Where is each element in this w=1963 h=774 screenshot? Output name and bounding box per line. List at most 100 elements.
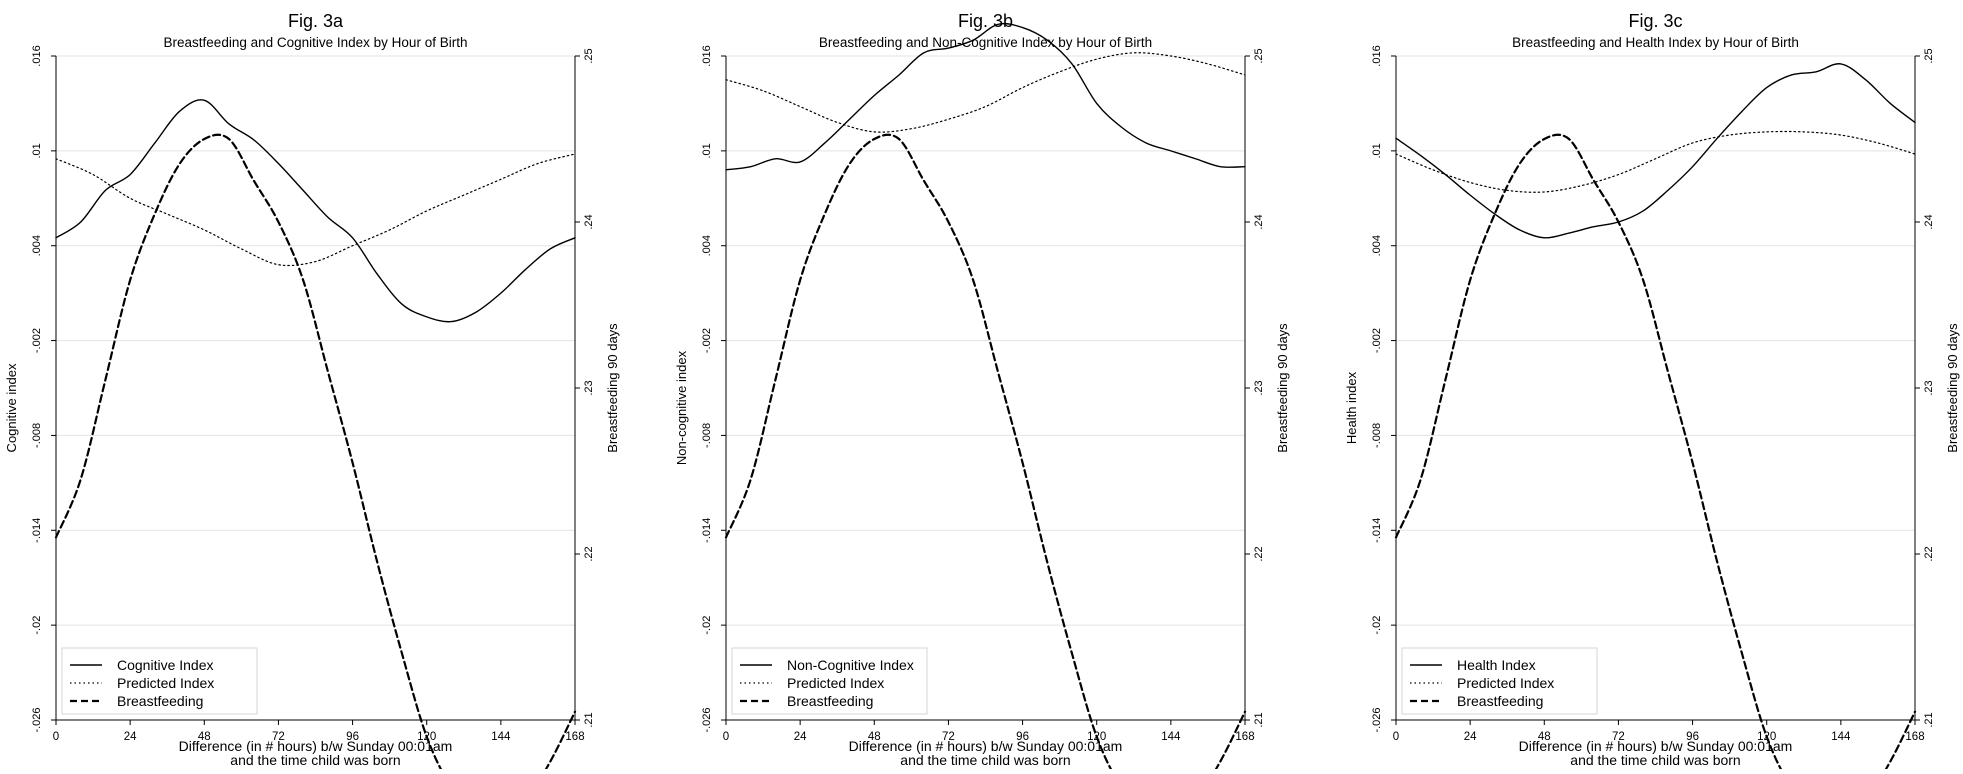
- y-tick-label-left: -.008: [31, 423, 43, 448]
- series-line-dotted: [55, 153, 576, 267]
- legend-label: Non-Cognitive Index: [787, 657, 914, 673]
- legend-label: Predicted Index: [787, 675, 884, 691]
- y-axis-label-left: Non-cognitive index: [674, 350, 689, 465]
- y-tick-label-right: .25: [1923, 48, 1935, 63]
- x-axis-label-line2: and the time child was born: [230, 752, 400, 768]
- x-axis-label-line2: and the time child was born: [1570, 752, 1740, 768]
- y-tick-label-left: .004: [701, 235, 713, 256]
- x-tick-label: 24: [124, 731, 137, 743]
- x-tick-label: 168: [1905, 731, 1924, 743]
- y-tick-label-left: -.026: [31, 707, 43, 732]
- y-tick-label-left: -.002: [1371, 328, 1383, 353]
- y-axis-label-left: Cognitive index: [4, 363, 19, 452]
- x-tick-label: 24: [1464, 731, 1477, 743]
- y-tick-label-left: .01: [701, 143, 713, 158]
- x-tick-label: 0: [1393, 731, 1399, 743]
- y-tick-label-right: .23: [583, 380, 595, 395]
- x-tick-label: 72: [942, 731, 955, 743]
- legend-label: Breastfeeding: [1457, 693, 1543, 709]
- x-tick-label: 96: [1016, 731, 1029, 743]
- series-line-dashed: [1394, 133, 1917, 774]
- y-tick-label-left: -.026: [701, 707, 713, 732]
- y-tick-label-left: -.002: [701, 328, 713, 353]
- y-tick-label-right: .22: [1253, 546, 1265, 561]
- y-tick-label-left: .004: [1371, 235, 1383, 256]
- y-tick-label-right: .24: [583, 214, 595, 229]
- y-tick-label-left: -.02: [31, 616, 43, 635]
- y-tick-label-left: -.014: [701, 518, 713, 543]
- x-tick-label: 72: [1612, 731, 1625, 743]
- x-tick-label: 96: [1686, 731, 1699, 743]
- y-tick-label-right: .24: [1253, 214, 1265, 229]
- legend-label: Breastfeeding: [787, 693, 873, 709]
- x-tick-label: 24: [794, 731, 807, 743]
- y-tick-label-left: .01: [1371, 143, 1383, 158]
- x-axis-label: Difference (in # hours) b/w Sunday 00:01…: [1519, 738, 1793, 754]
- y-tick-label-left: .01: [31, 143, 43, 158]
- x-tick-label: 0: [53, 731, 59, 743]
- y-axis-label-left: Health index: [1344, 371, 1359, 444]
- chart-panel: Fig. 3a Breastfeeding and Cognitive Index…: [4, 11, 620, 774]
- legend-box: [61, 647, 258, 715]
- y-tick-label-right: .22: [1923, 546, 1935, 561]
- figure-label: Fig. 3b: [958, 11, 1013, 31]
- chart-title: Breastfeeding and Health Index by Hour o…: [1512, 35, 1799, 50]
- x-tick-label: 144: [1161, 731, 1181, 743]
- figure-label: Fig. 3c: [1628, 11, 1682, 31]
- y-tick-label-left: -.014: [31, 518, 43, 543]
- x-tick-label: 0: [723, 731, 729, 743]
- y-tick-label-right: .21: [1923, 712, 1935, 727]
- x-axis-label: Difference (in # hours) b/w Sunday 00:01…: [179, 738, 453, 754]
- legend-label: Predicted Index: [1457, 675, 1554, 691]
- series-line-solid: [1395, 63, 1916, 239]
- series-line-dashed: [724, 133, 1247, 774]
- x-tick-label: 96: [346, 731, 359, 743]
- series-line-dashed: [54, 133, 577, 774]
- series-line-dotted: [725, 52, 1246, 133]
- x-tick-label: 72: [272, 731, 285, 743]
- legend-label: Breastfeeding: [117, 693, 203, 709]
- x-tick-label: 48: [868, 731, 881, 743]
- x-tick-label: 48: [198, 731, 211, 743]
- chart-title: Breastfeeding and Cognitive Index by Hou…: [164, 35, 468, 50]
- y-tick-label-left: .016: [31, 45, 43, 66]
- y-tick-label-left: .016: [701, 45, 713, 66]
- y-tick-label-right: .23: [1253, 380, 1265, 395]
- series-line-solid: [55, 99, 576, 323]
- legend-label: Predicted Index: [117, 675, 214, 691]
- y-tick-label-right: .24: [1923, 214, 1935, 229]
- y-tick-label-right: .25: [583, 48, 595, 63]
- y-tick-label-right: .21: [1253, 712, 1265, 727]
- y-tick-label-left: -.008: [701, 423, 713, 448]
- legend-label: Health Index: [1457, 657, 1536, 673]
- legend-box: [731, 647, 928, 715]
- x-tick-label: 168: [565, 731, 584, 743]
- x-tick-label: 144: [491, 731, 511, 743]
- x-tick-label: 168: [1235, 731, 1254, 743]
- x-tick-label: 144: [1831, 731, 1851, 743]
- y-tick-label-right: .25: [1253, 48, 1265, 63]
- y-tick-label-right: .23: [1923, 380, 1935, 395]
- y-tick-label-left: -.02: [701, 616, 713, 635]
- y-tick-label-left: -.02: [1371, 616, 1383, 635]
- y-tick-label-left: -.026: [1371, 707, 1383, 732]
- y-tick-label-right: .22: [583, 546, 595, 561]
- x-tick-label: 48: [1538, 731, 1551, 743]
- x-axis-label-line2: and the time child was born: [900, 752, 1070, 768]
- legend-label: Cognitive Index: [117, 657, 214, 673]
- y-axis-label-right: Breastfeeding 90 days: [605, 323, 620, 453]
- figure-label: Fig. 3a: [288, 11, 344, 31]
- chart-title: Breastfeeding and Non-Cognitive Index by…: [819, 35, 1152, 50]
- y-axis-label-right: Breastfeeding 90 days: [1275, 323, 1290, 453]
- y-tick-label-left: -.002: [31, 328, 43, 353]
- y-tick-label-left: .016: [1371, 45, 1383, 66]
- y-tick-label-left: .004: [31, 235, 43, 256]
- y-axis-label-right: Breastfeeding 90 days: [1945, 323, 1960, 453]
- series-line-dotted: [1395, 130, 1916, 193]
- chart-panel: Fig. 3b Breastfeeding and Non-Cognitive I…: [674, 11, 1290, 774]
- y-tick-label-left: -.008: [1371, 423, 1383, 448]
- y-tick-label-left: -.014: [1371, 518, 1383, 543]
- chart-panel: Fig. 3c Breastfeeding and Health Index by…: [1344, 11, 1960, 774]
